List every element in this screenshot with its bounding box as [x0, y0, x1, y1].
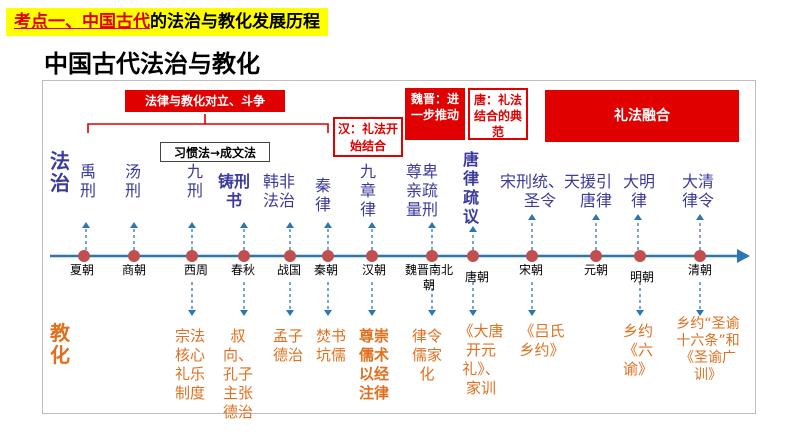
header-tang: 唐：礼法结合的典范 [468, 88, 528, 140]
header-custom: 习惯法→成文法 [160, 142, 270, 162]
dynasty-han: 汉朝 [361, 263, 386, 277]
arrow-up-3-head [240, 222, 248, 228]
arrow-down-9-head [696, 310, 704, 316]
edu-ming: 乡约《六谕》 [622, 322, 653, 378]
legal-jiuxing: 九刑 [186, 162, 203, 200]
timeline-dot-7 [426, 250, 438, 262]
arrow-up-7-head [428, 222, 436, 228]
topic-rest: 的法治与教化发展历程 [150, 12, 320, 32]
arrow-down-5-head [428, 310, 436, 316]
legal-daming: 大明律 [622, 172, 655, 210]
timeline-dot-11 [634, 250, 646, 262]
edu-xizhou: 宗法核心礼乐制度 [174, 327, 205, 402]
arrow-up-4-head [286, 222, 294, 228]
edu-song: 《吕氏乡约》 [519, 322, 565, 359]
conflict-bracket [87, 114, 329, 133]
timeline-dot-6 [366, 250, 378, 262]
timeline-dot-5 [322, 250, 334, 262]
arrow-up-5-head [324, 222, 332, 228]
arrow-down-2-head [286, 310, 294, 316]
arrow-down-8-head [636, 310, 644, 316]
arrow-up-1-head [130, 222, 138, 228]
arrow-up-2-head [188, 222, 196, 228]
timeline-dot-8 [467, 250, 479, 262]
topic-highlight: 考点一、中国古代 [14, 12, 150, 32]
arrow-up-10-head [592, 214, 600, 220]
arrow-up-11-head [634, 214, 642, 220]
page-title: 中国古代法治与教化 [44, 50, 260, 78]
timeline-dot-3 [238, 250, 250, 262]
dynasty-shang: 商朝 [121, 263, 146, 277]
dynasty-yuan: 元朝 [583, 263, 608, 277]
dynasty-chunqiu: 春秋 [230, 263, 255, 277]
dynasty-qin: 秦朝 [313, 263, 338, 277]
edu-tang: 《大唐开元礼》、家训 [458, 322, 504, 397]
header-han: 汉：礼法开始结合 [333, 117, 403, 157]
legal-zunbei: 尊卑亲疏量刑 [405, 162, 438, 219]
legal-daqing: 大清律令 [681, 172, 714, 210]
label-jiaohua: 教化 [50, 321, 70, 367]
label-fazhi: 法治 [50, 149, 70, 195]
edu-weijin: 律令儒家化 [411, 327, 442, 383]
arrow-down-4-head [368, 310, 376, 316]
legal-tanglv: 唐律疏议 [462, 150, 479, 226]
legal-qinlv: 秦律 [314, 176, 331, 214]
dynasty-zhanguo: 战国 [276, 263, 301, 277]
edu-han: 尊崇儒术以经注律 [358, 327, 389, 402]
timeline-dot-4 [284, 250, 296, 262]
timeline-arrowhead [737, 249, 750, 263]
arrow-down-7-head [528, 310, 536, 316]
legal-hanfei: 韩非法治 [262, 172, 295, 210]
timeline-dot-2 [186, 250, 198, 262]
arrow-up-6-head [368, 222, 376, 228]
dynasty-qing: 清朝 [687, 263, 712, 277]
arrow-down-0-head [188, 310, 196, 316]
timeline-dot-9 [526, 250, 538, 262]
legal-zhuxingshu: 铸刑书 [217, 172, 250, 210]
timeline-dot-12 [694, 250, 706, 262]
legal-songxing: 宋刑统、天圣令 [500, 172, 581, 210]
edu-chunqiu: 叔向、孔子主张德治 [222, 327, 253, 421]
legal-jiuzhang: 九章律 [359, 162, 376, 219]
arrow-down-6-head [469, 310, 477, 316]
dynasty-weijin: 魏晋南北朝 [405, 263, 454, 292]
dynasty-tang: 唐朝 [464, 270, 489, 284]
timeline-dot-1 [128, 250, 140, 262]
header-weijin: 魏晋：进一步推动 [405, 88, 465, 140]
arrow-down-1-head [240, 310, 248, 316]
arrow-up-12-head [696, 214, 704, 220]
dynasty-song: 宋朝 [518, 263, 543, 277]
legal-yuanyin: 援引唐律 [579, 172, 612, 210]
diagram-frame [42, 80, 756, 414]
header-conflict: 法律与教化对立、斗争 [125, 90, 285, 112]
dynasty-xizhou: 西周 [183, 263, 208, 277]
edu-qin: 焚书坑儒 [315, 327, 346, 364]
arrow-down-3-head [324, 310, 332, 316]
arrow-up-8-head [469, 226, 477, 232]
timeline-dot-10 [590, 250, 602, 262]
timeline-dot-0 [78, 250, 90, 262]
header-fusion: 礼法融合 [545, 90, 739, 142]
dynasty-xia: 夏朝 [69, 263, 94, 277]
dynasty-ming: 明朝 [629, 270, 654, 284]
legal-tangxing: 汤刑 [124, 162, 141, 200]
edu-qing: 乡约“圣谕十六条”和《圣谕广训》 [676, 316, 740, 383]
edu-zhanguo: 孟子德治 [272, 327, 303, 364]
topic-banner: 考点一、中国古代的法治与教化发展历程 [6, 8, 328, 36]
legal-yuxing: 禹刑 [79, 162, 96, 200]
arrow-up-9-head [528, 214, 536, 220]
arrow-up-0-head [82, 222, 90, 228]
